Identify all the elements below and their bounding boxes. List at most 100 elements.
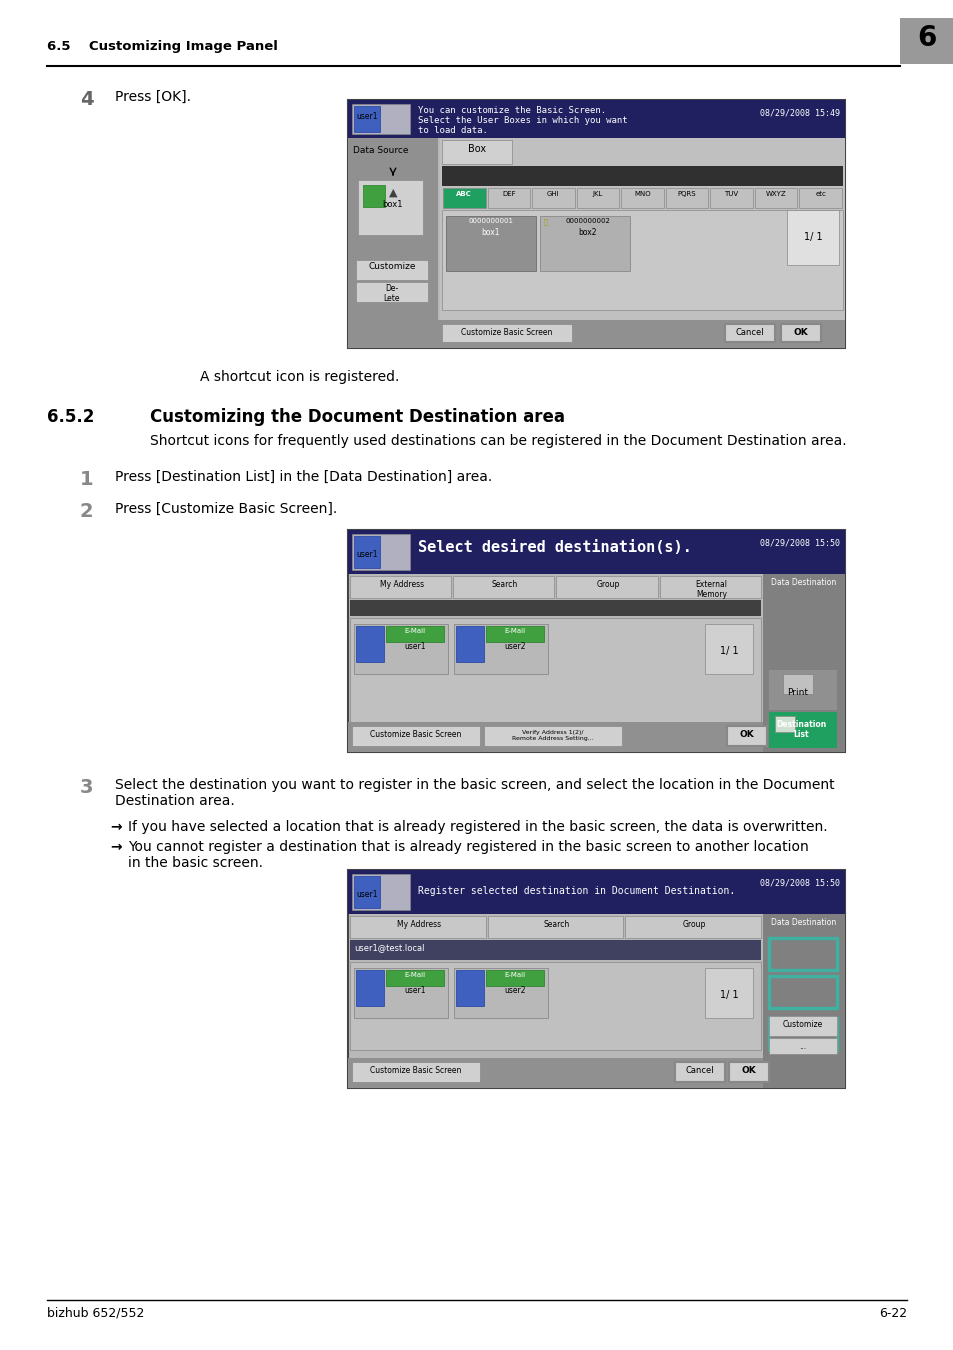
Bar [386,626,443,643]
Text: user2: user2 [504,986,525,995]
Bar [556,576,657,598]
Bar [485,971,543,986]
Bar [442,188,485,208]
Bar [768,938,836,971]
Bar [354,968,448,1018]
Text: My Address: My Address [379,580,423,589]
Bar [446,216,536,271]
Bar [439,138,844,348]
Bar [724,324,774,342]
Bar [441,166,842,186]
Text: Search: Search [491,580,517,589]
Bar [441,140,512,163]
Text: MNO: MNO [634,190,650,197]
Bar [441,324,572,342]
Text: WXYZ: WXYZ [765,190,785,197]
Text: Print: Print [786,688,807,697]
Bar [620,188,663,208]
Text: Verify Address 1(2)/
Remote Address Setting...: Verify Address 1(2)/ Remote Address Sett… [512,730,594,741]
Text: You cannot register a destination that is already registered in the basic screen: You cannot register a destination that i… [128,840,808,855]
Bar [487,188,530,208]
Text: External
Memory: External Memory [695,580,726,599]
Bar [624,917,760,938]
Text: Destination area.: Destination area. [115,794,234,809]
Bar [704,968,752,1018]
Text: box1: box1 [382,200,403,209]
Text: E-Mail: E-Mail [504,972,525,977]
Text: 3: 3 [80,778,93,796]
Text: Press [Destination List] in the [Data Destination] area.: Press [Destination List] in the [Data De… [115,470,492,485]
Bar [354,876,379,909]
Bar [768,670,836,710]
Bar [441,211,842,310]
Text: 1/ 1: 1/ 1 [719,647,738,656]
Text: user1: user1 [355,549,377,559]
Text: OK: OK [739,730,754,738]
Text: OK: OK [740,1066,756,1075]
Bar [350,940,760,960]
Text: Data Destination: Data Destination [771,578,836,587]
Text: 0000000002: 0000000002 [565,217,610,224]
Text: Customize Basic Screen: Customize Basic Screen [370,1066,461,1075]
Text: 08/29/2008 15:49: 08/29/2008 15:49 [760,108,840,117]
Text: user1: user1 [404,986,425,995]
Text: 1: 1 [80,470,93,489]
Text: etc: etc [815,190,825,197]
Text: 6.5    Customizing Image Panel: 6.5 Customizing Image Panel [47,40,277,53]
Text: Cancel: Cancel [735,328,763,338]
Text: ...: ... [799,1042,805,1052]
Text: →: → [110,819,121,834]
Bar [532,188,574,208]
Bar [348,138,437,348]
Bar [768,1038,836,1054]
Text: 08/29/2008 15:50: 08/29/2008 15:50 [760,539,840,547]
Bar [354,536,379,568]
Text: 2: 2 [80,502,93,521]
Bar [781,324,821,342]
Text: 6-22: 6-22 [878,1307,906,1320]
Bar [456,971,483,1006]
Bar [348,1058,762,1088]
Bar [348,531,844,752]
Bar [762,574,844,752]
Text: Register selected destination in Document Destination.: Register selected destination in Documen… [417,886,735,896]
Bar [350,576,451,598]
Text: user2: user2 [504,643,525,651]
Bar [768,1017,836,1035]
Text: 4: 4 [80,90,93,109]
Text: user1: user1 [404,643,425,651]
Bar [899,18,953,63]
Bar [350,599,760,616]
Text: E-Mail: E-Mail [404,628,425,634]
Text: De-
Lete: De- Lete [383,284,400,304]
Bar [352,535,410,570]
Bar [352,104,410,134]
Text: Group: Group [681,919,705,929]
Text: PQRS: PQRS [677,190,696,197]
Bar [348,100,844,138]
Text: in the basic screen.: in the basic screen. [128,856,263,869]
Bar [456,626,483,661]
Bar [363,185,385,207]
Text: A shortcut icon is registered.: A shortcut icon is registered. [200,370,399,383]
Bar [355,261,428,279]
Text: Data Destination: Data Destination [771,918,836,927]
Bar [768,711,836,748]
Text: Customize: Customize [782,1021,822,1029]
Bar [348,722,762,752]
Text: Destination: Destination [775,720,825,729]
Text: ABC: ABC [456,190,472,197]
Bar [352,726,479,747]
Text: ▲: ▲ [388,188,396,198]
Bar [355,282,428,302]
Text: user1: user1 [355,112,377,122]
Text: If you have selected a location that is already registered in the basic screen, : If you have selected a location that is … [128,819,827,834]
Text: Press [OK].: Press [OK]. [115,90,191,104]
Bar [348,100,844,348]
Bar [710,188,752,208]
Bar [768,1018,836,1050]
Bar [576,188,618,208]
Bar [728,1062,768,1081]
Bar [485,626,543,643]
Text: 1/ 1: 1/ 1 [719,990,738,1000]
